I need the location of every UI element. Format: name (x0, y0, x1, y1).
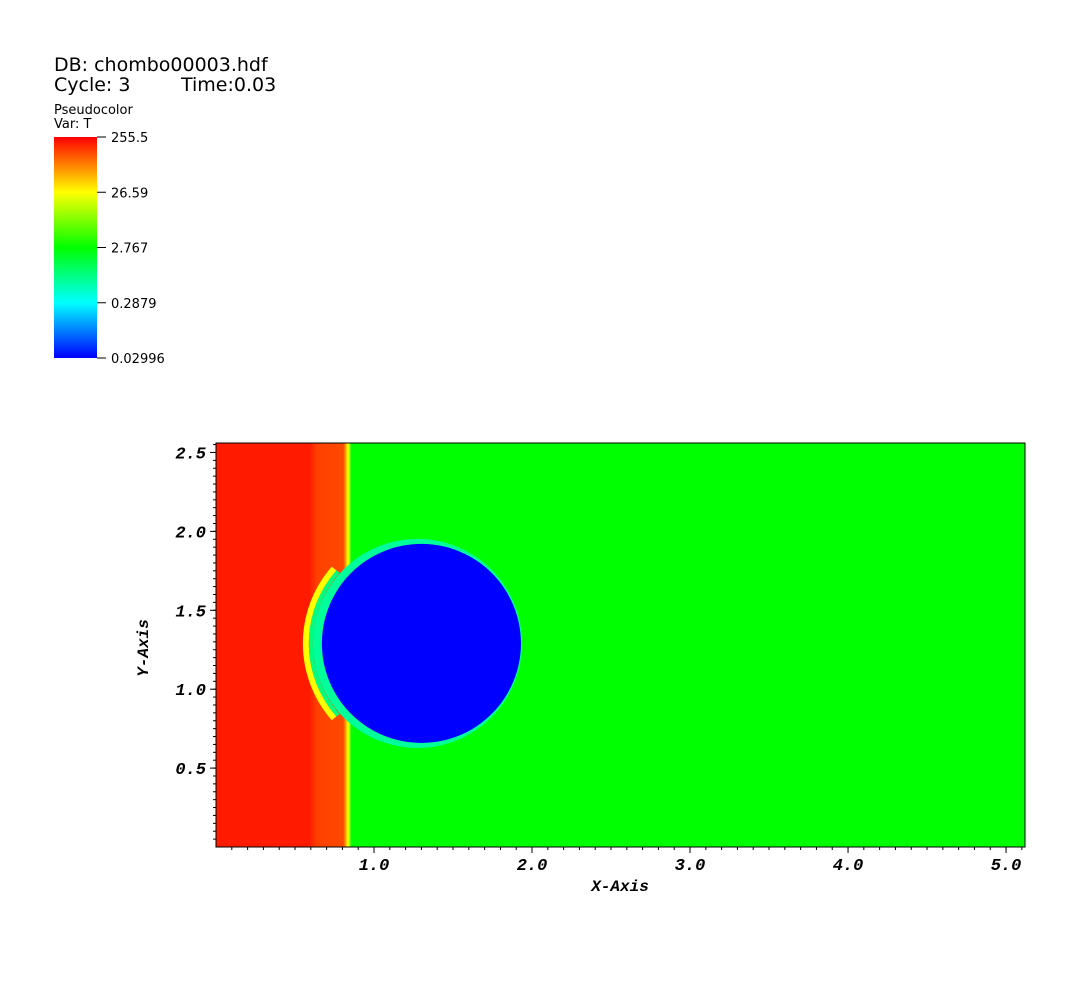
x-tick-label: 5.0 (991, 857, 1022, 876)
x-tick-label: 1.0 (359, 857, 390, 876)
x-tick-label: 3.0 (675, 857, 706, 876)
database-label: DB: chombo00003.hdf (54, 54, 269, 76)
colorbar-ticks: 255.5 26.59 2.767 0.2879 0.02996 (97, 131, 165, 367)
y-tick-label: 2.5 (175, 445, 206, 464)
plot-area (216, 443, 1025, 847)
bow-shock (302, 566, 337, 721)
y-axis-title: Y-Axis (135, 619, 153, 677)
colorbar-tick-label: 0.02996 (111, 352, 165, 367)
colorbar (54, 137, 97, 358)
plot-frame (215, 442, 1026, 848)
y-tick-label: 2.0 (175, 524, 206, 543)
axes: 1.0 2.0 3.0 4.0 5.0 0.5 1.0 1.5 2.0 2.5 (175, 444, 1023, 876)
legend-variable: Var: T (54, 117, 91, 132)
colorbar-tick-label: 26.59 (111, 186, 148, 201)
colorbar-tick-label: 2.767 (111, 242, 148, 257)
y-tick-label: 1.0 (175, 682, 206, 701)
x-tick-label: 4.0 (833, 857, 864, 876)
cold-cloud (321, 543, 521, 743)
y-tick-label: 0.5 (175, 761, 206, 780)
bow-shock-inner (308, 570, 340, 717)
time-label: Time:0.03 (180, 74, 276, 96)
cycle-label: Cycle: 3 (54, 74, 130, 96)
colorbar-tick-label: 0.2879 (111, 297, 157, 312)
x-tick-label: 2.0 (517, 857, 548, 876)
legend-plot-type: Pseudocolor (54, 103, 133, 118)
y-tick-label: 1.5 (175, 603, 206, 622)
colorbar-tick-label: 255.5 (111, 131, 148, 146)
x-axis-title: X-Axis (590, 878, 649, 896)
